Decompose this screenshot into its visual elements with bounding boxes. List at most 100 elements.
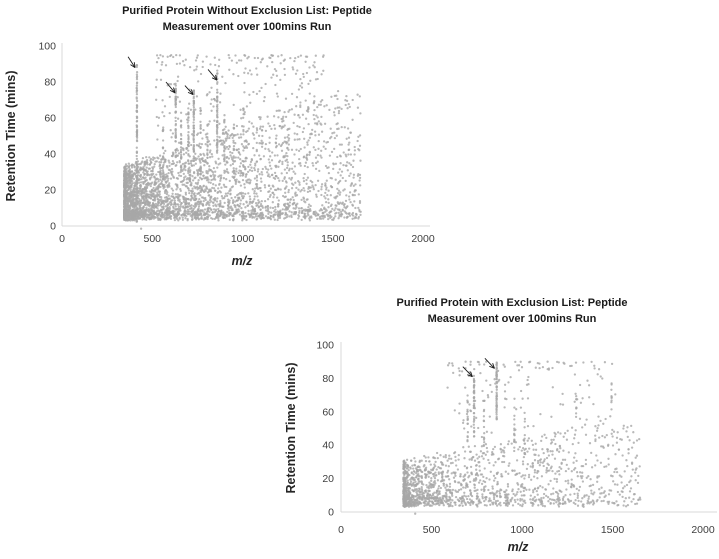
- data-point: [215, 124, 219, 127]
- data-point: [261, 206, 264, 209]
- data-point: [199, 217, 203, 220]
- data-point: [346, 107, 349, 110]
- data-point: [433, 477, 437, 480]
- data-point: [295, 96, 299, 99]
- data-point: [244, 206, 247, 209]
- data-point: [229, 151, 232, 154]
- data-point: [245, 201, 248, 204]
- data-point: [225, 168, 229, 171]
- data-point: [633, 492, 636, 496]
- data-point: [174, 100, 177, 103]
- data-point: [244, 192, 247, 196]
- data-point: [174, 82, 177, 85]
- x-tick-label: 1500: [601, 524, 625, 536]
- data-point: [342, 151, 345, 154]
- data-point: [297, 55, 300, 59]
- data-point: [145, 197, 148, 200]
- data-point: [434, 471, 437, 474]
- data-point: [418, 475, 421, 478]
- data-point: [268, 124, 271, 128]
- data-point: [222, 205, 225, 208]
- data-point: [212, 105, 215, 108]
- data-point: [179, 203, 182, 206]
- data-point: [284, 97, 288, 100]
- data-point: [299, 164, 302, 167]
- data-point: [197, 144, 200, 147]
- data-point: [219, 179, 222, 182]
- data-point: [275, 69, 278, 73]
- data-point: [269, 187, 272, 190]
- data-point: [272, 115, 276, 118]
- data-point: [479, 450, 483, 453]
- data-point: [135, 116, 139, 120]
- data-point: [312, 113, 315, 117]
- data-point: [316, 214, 319, 217]
- data-point: [304, 161, 308, 164]
- data-point: [195, 169, 199, 172]
- data-point: [171, 189, 175, 192]
- data-point: [305, 182, 308, 185]
- data-point: [151, 181, 154, 184]
- data-point: [131, 215, 135, 218]
- data-point: [139, 175, 142, 179]
- data-point: [161, 139, 165, 142]
- data-point: [258, 115, 261, 119]
- data-point: [185, 181, 188, 185]
- data-point: [161, 211, 164, 215]
- data-point: [216, 91, 219, 94]
- data-point: [308, 151, 311, 154]
- data-point: [566, 429, 569, 432]
- data-point: [526, 439, 529, 442]
- data-point: [214, 189, 217, 192]
- data-point: [307, 213, 310, 217]
- data-point: [268, 149, 271, 153]
- arrow-head: [211, 77, 218, 81]
- data-point: [125, 219, 129, 222]
- data-point: [351, 217, 354, 220]
- data-point: [146, 170, 149, 173]
- data-point: [354, 189, 357, 192]
- data-point: [281, 117, 284, 120]
- data-point: [273, 67, 277, 71]
- data-point: [170, 136, 173, 139]
- data-point: [635, 502, 639, 505]
- data-point: [625, 459, 628, 462]
- data-point: [534, 442, 537, 445]
- data-point: [187, 210, 191, 213]
- data-point: [184, 168, 187, 172]
- data-point: [228, 209, 231, 212]
- data-point: [333, 131, 336, 134]
- data-point: [146, 161, 149, 164]
- data-point: [496, 480, 499, 484]
- data-point: [308, 92, 311, 95]
- data-point: [189, 108, 193, 111]
- data-point: [177, 205, 181, 208]
- data-point: [293, 113, 296, 116]
- data-point: [320, 73, 323, 76]
- data-point: [234, 212, 237, 215]
- data-point: [204, 189, 207, 193]
- data-point: [519, 497, 522, 501]
- data-point: [155, 78, 158, 81]
- data-point: [325, 104, 328, 107]
- data-point: [255, 127, 259, 130]
- data-point: [161, 146, 165, 149]
- data-point: [150, 214, 154, 218]
- data-point: [314, 54, 317, 57]
- data-point: [176, 177, 180, 180]
- data-point: [238, 165, 242, 168]
- data-point: [353, 153, 356, 156]
- data-point: [503, 446, 506, 449]
- data-point: [635, 467, 638, 470]
- data-point: [213, 97, 216, 101]
- data-point: [520, 494, 523, 497]
- data-point: [159, 78, 163, 81]
- data-point: [556, 470, 559, 473]
- data-point: [273, 210, 276, 213]
- data-point: [163, 216, 167, 219]
- data-point: [314, 183, 317, 187]
- data-point: [176, 184, 179, 188]
- data-point: [197, 155, 200, 158]
- data-point: [538, 464, 541, 467]
